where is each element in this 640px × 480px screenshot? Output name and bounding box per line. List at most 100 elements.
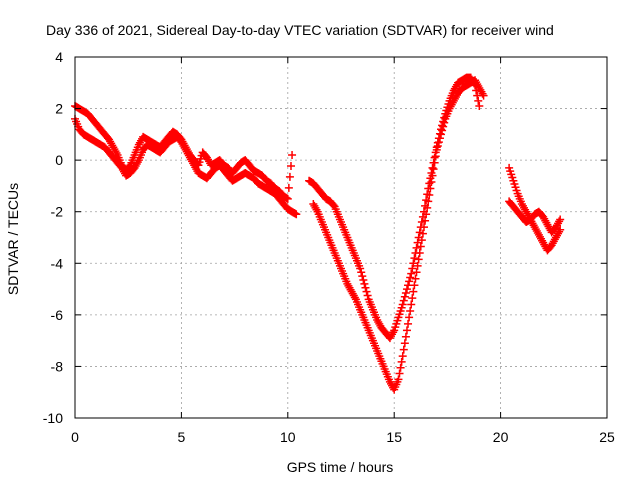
data-point	[286, 161, 295, 170]
series-segment-3-upper	[505, 197, 565, 237]
data-point	[473, 91, 482, 100]
y-tick-label: -8	[51, 358, 64, 374]
data-point	[411, 274, 420, 283]
data-point	[288, 150, 297, 159]
data-point	[427, 169, 436, 178]
series-segment-1	[71, 114, 301, 219]
x-tick-label: 20	[493, 429, 509, 445]
data-point	[440, 113, 449, 122]
data-point	[423, 190, 432, 199]
data-point	[412, 243, 421, 252]
data-point	[405, 277, 414, 286]
data-point	[410, 254, 419, 263]
data-point	[401, 332, 410, 341]
x-tick-label: 10	[280, 429, 296, 445]
data-point	[356, 264, 365, 273]
data-point	[292, 210, 301, 219]
y-tick-label: -4	[51, 255, 64, 271]
data-point	[412, 268, 421, 277]
data-point	[425, 179, 434, 188]
data-point	[402, 326, 411, 335]
data-point	[438, 121, 447, 130]
data-point	[398, 352, 407, 361]
data-point	[422, 196, 431, 205]
data-point	[358, 272, 367, 281]
y-axis-label: SDTVAR / TECUs	[5, 183, 21, 295]
data-point	[428, 163, 437, 172]
data-point	[406, 306, 415, 315]
data-point	[394, 375, 403, 384]
x-tick-label: 5	[178, 429, 186, 445]
data-point	[399, 345, 408, 354]
data-point	[416, 223, 425, 232]
data-point	[411, 248, 420, 257]
data-point	[362, 287, 371, 296]
y-tick-label: -10	[43, 410, 63, 426]
data-point	[404, 319, 413, 328]
chart-title: Day 336 of 2021, Sidereal Day-to-day VTE…	[46, 22, 554, 38]
data-point	[285, 172, 294, 181]
series-segment-2	[309, 76, 488, 394]
data-point	[404, 281, 413, 290]
y-ticks: -10 -8 -6 -4 -2 0 2 4	[43, 49, 607, 426]
x-tick-label: 0	[71, 429, 79, 445]
data-point	[284, 183, 293, 192]
data-point	[415, 228, 424, 237]
data-point	[433, 138, 442, 147]
data-point	[419, 207, 428, 216]
data-point	[475, 101, 484, 110]
data-point	[407, 269, 416, 278]
data-point	[432, 143, 441, 152]
data-series	[71, 73, 565, 394]
data-point	[363, 291, 372, 300]
data-point	[402, 285, 411, 294]
data-point	[414, 233, 423, 242]
x-ticks: 0 5 10 15 20 25	[71, 57, 615, 445]
data-point	[413, 261, 422, 270]
series-segment-2-upper	[305, 73, 484, 343]
data-point	[556, 215, 565, 224]
data-point	[405, 313, 414, 322]
y-tick-label: 4	[55, 49, 63, 65]
data-point	[430, 153, 439, 162]
series-segment-1-upper	[71, 101, 297, 203]
data-point	[406, 273, 415, 282]
data-point	[359, 276, 368, 285]
data-point	[431, 148, 440, 157]
data-point	[418, 212, 427, 221]
data-point	[396, 363, 405, 372]
data-point	[408, 294, 417, 303]
data-point	[399, 296, 408, 305]
data-point	[471, 81, 480, 90]
grid	[75, 57, 607, 418]
data-point	[400, 292, 409, 301]
x-axis-label: GPS time / hours	[287, 459, 394, 475]
data-point	[429, 158, 438, 167]
data-point	[408, 264, 417, 273]
data-point	[424, 184, 433, 193]
plot-frame	[74, 56, 608, 419]
data-point	[409, 259, 418, 268]
data-point	[417, 218, 426, 227]
data-point	[434, 134, 443, 143]
data-point	[439, 117, 448, 126]
data-point	[409, 287, 418, 296]
data-point	[435, 129, 444, 138]
data-point	[421, 201, 430, 210]
data-point	[360, 279, 369, 288]
x-tick-label: 15	[386, 429, 402, 445]
y-tick-label: 0	[55, 152, 63, 168]
y-tick-label: 2	[55, 101, 63, 117]
data-point	[474, 96, 483, 105]
data-point	[426, 174, 435, 183]
data-point	[414, 255, 423, 264]
data-point	[407, 300, 416, 309]
data-point	[400, 339, 409, 348]
x-tick-label: 25	[599, 429, 615, 445]
data-point	[395, 369, 404, 378]
y-tick-label: -6	[51, 307, 64, 323]
data-point	[361, 283, 370, 292]
data-point	[398, 300, 407, 309]
data-point	[472, 86, 481, 95]
